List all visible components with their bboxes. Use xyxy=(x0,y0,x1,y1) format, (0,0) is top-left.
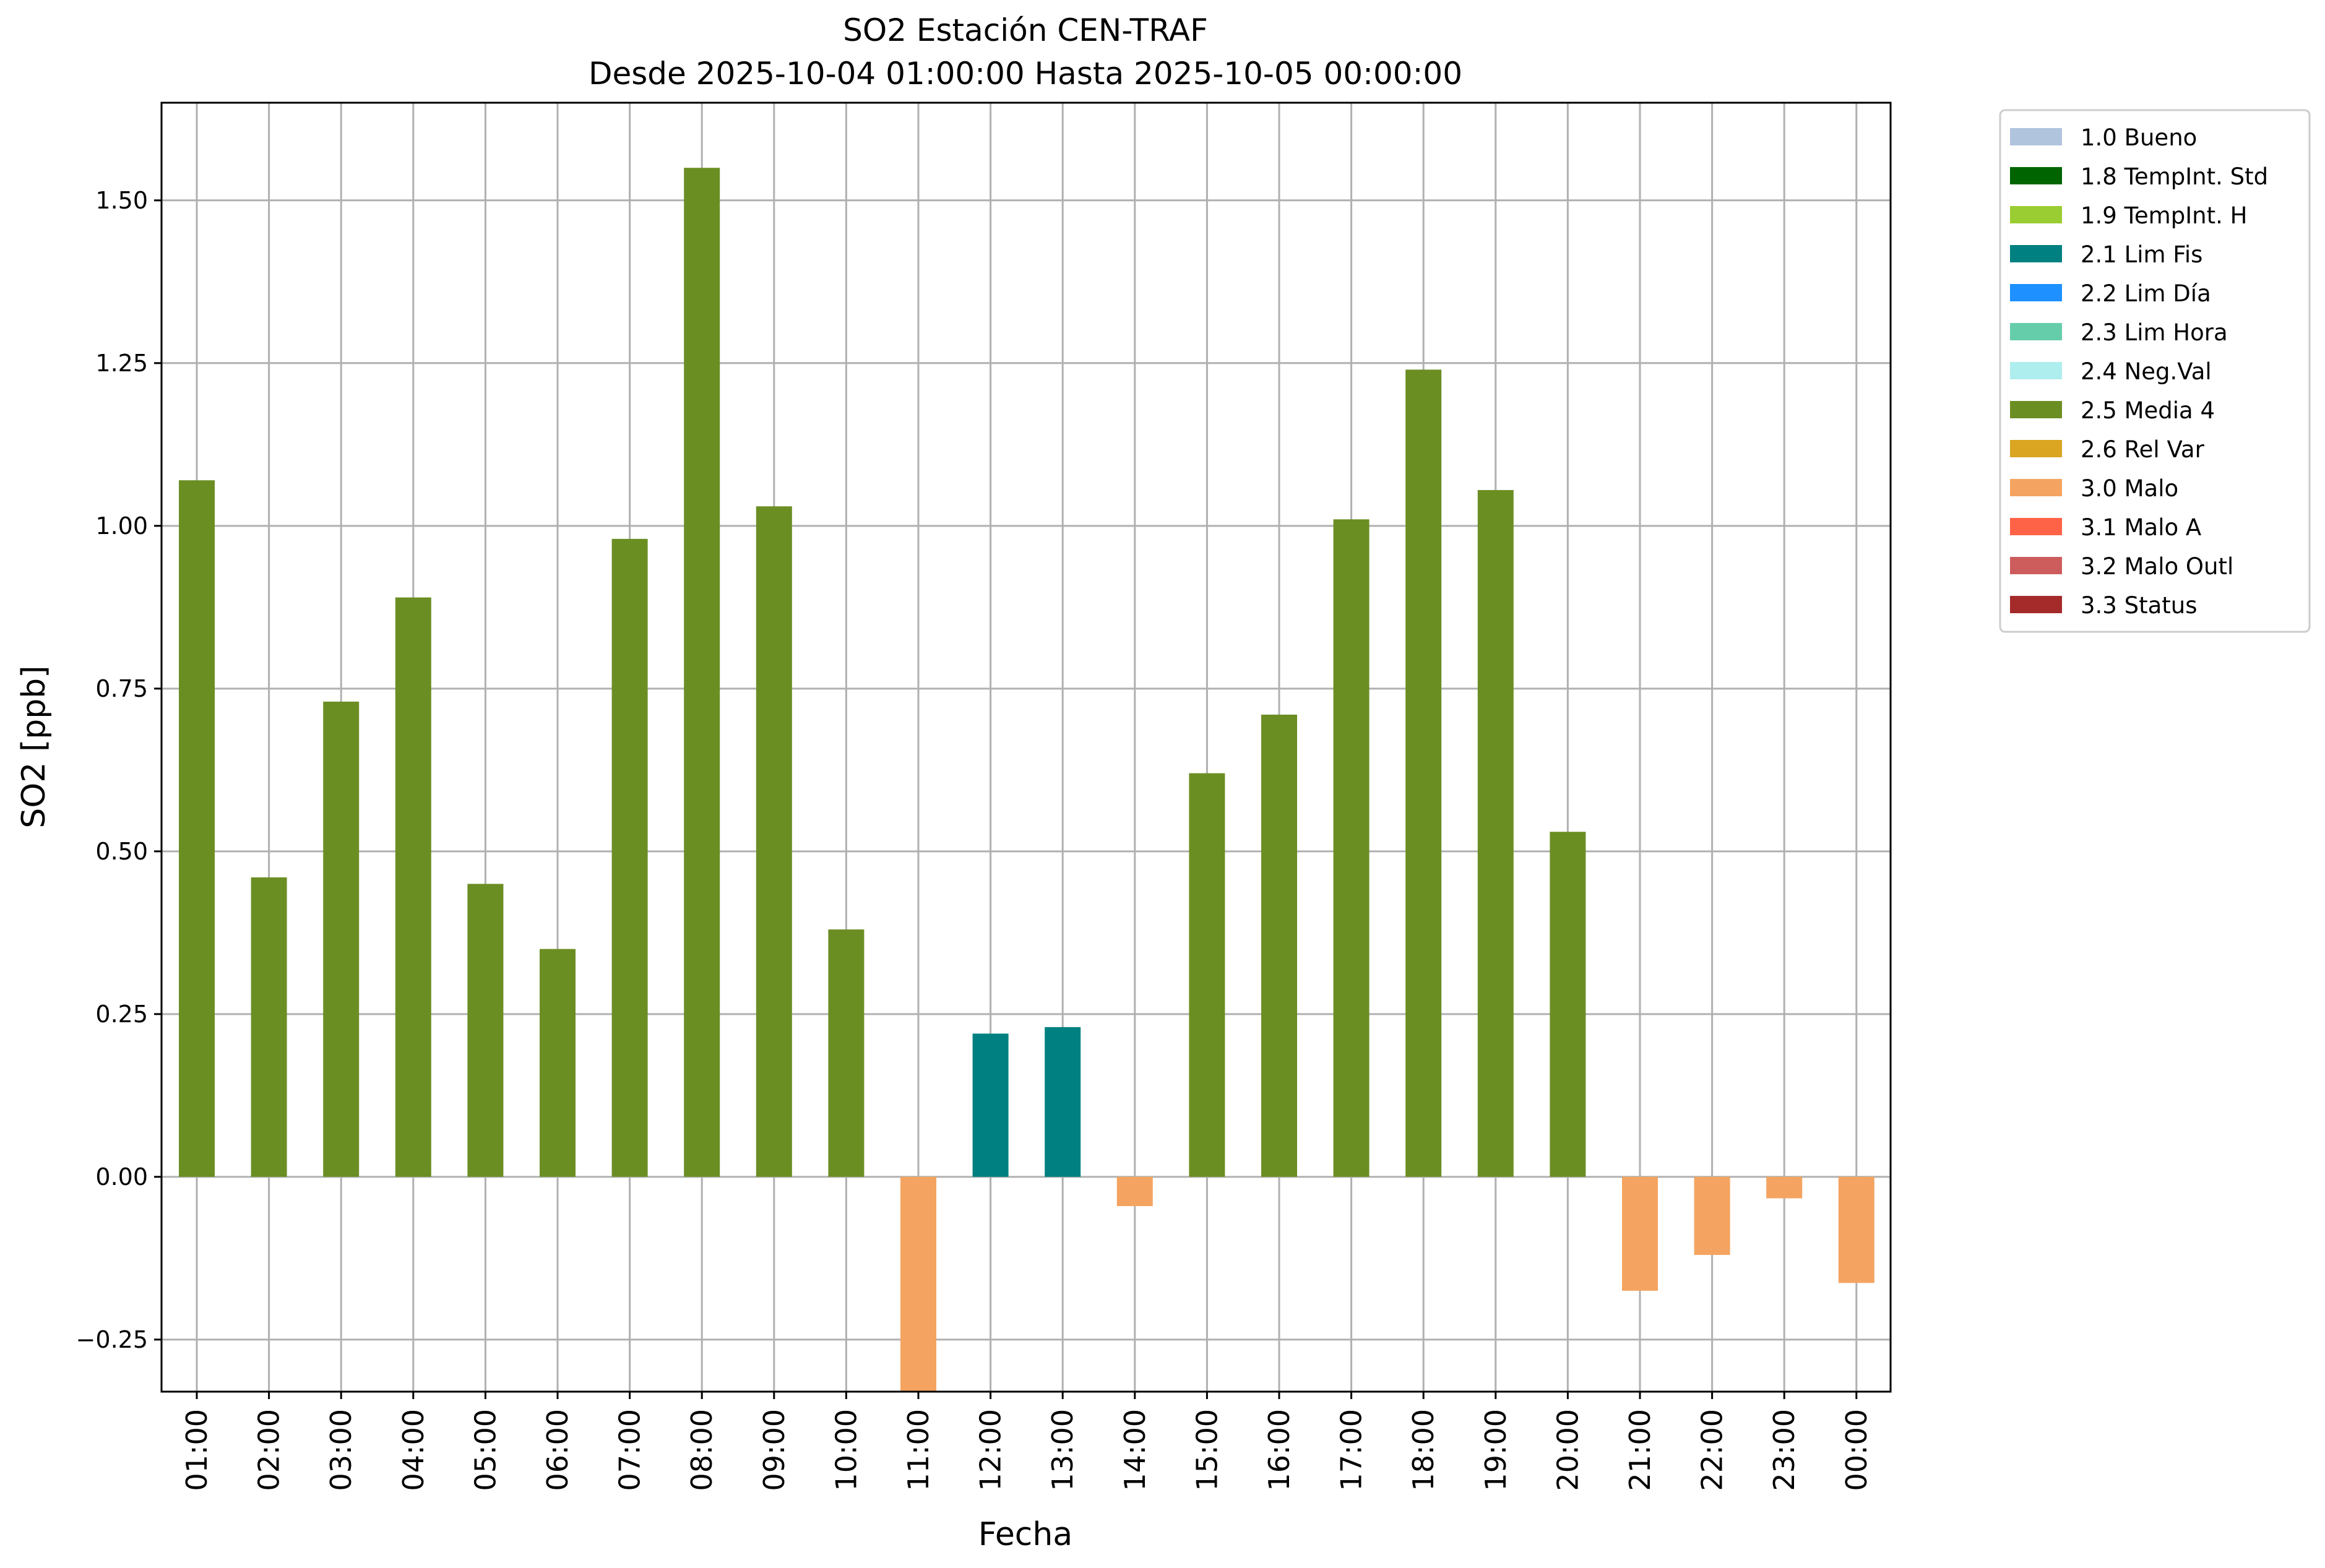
bar xyxy=(828,929,865,1177)
x-axis-label: Fecha xyxy=(978,1516,1072,1553)
y-axis-label: SO2 [ppb] xyxy=(15,665,53,828)
y-tick-label: 1.50 xyxy=(95,187,148,214)
bar xyxy=(1550,832,1586,1177)
y-tick-label: −0.25 xyxy=(76,1326,148,1353)
legend-label: 1.9 TempInt. H xyxy=(2081,202,2247,229)
bar xyxy=(395,597,431,1177)
bar xyxy=(1045,1027,1081,1177)
legend-swatch xyxy=(2010,596,2062,613)
x-tick-label: 08:00 xyxy=(685,1409,718,1491)
x-tick-label: 14:00 xyxy=(1118,1409,1152,1491)
bar xyxy=(1477,489,1514,1177)
legend: 1.0 Bueno 1.8 TempInt. Std 1.9 TempInt. H 2… xyxy=(1999,109,2311,633)
legend-swatch xyxy=(2010,401,2062,418)
y-tick-label: 0.75 xyxy=(95,675,148,702)
bar xyxy=(1766,1176,1803,1199)
x-tick-label: 17:00 xyxy=(1335,1409,1368,1491)
legend-label: 3.3 Status xyxy=(2081,592,2198,619)
x-tick-label: 11:00 xyxy=(902,1409,935,1491)
bar xyxy=(684,168,720,1177)
x-tick-label: 00:00 xyxy=(1840,1409,1873,1491)
bar xyxy=(756,506,792,1177)
bar xyxy=(1333,519,1370,1177)
legend-swatch xyxy=(2010,518,2062,535)
x-tick-label: 09:00 xyxy=(757,1409,791,1491)
bar xyxy=(1838,1176,1874,1283)
x-tick-label: 23:00 xyxy=(1767,1409,1801,1491)
legend-swatch xyxy=(2010,557,2062,574)
x-tick-label: 15:00 xyxy=(1190,1409,1223,1491)
x-tick-label: 05:00 xyxy=(468,1409,502,1491)
legend-frame xyxy=(1999,109,2311,633)
legend-label: 3.1 Malo A xyxy=(2081,514,2201,541)
y-tick-label: 1.00 xyxy=(95,512,148,540)
bar xyxy=(1116,1176,1153,1207)
x-tick-label: 13:00 xyxy=(1046,1409,1079,1491)
legend-swatch xyxy=(2010,323,2062,340)
legend-label: 2.6 Rel Var xyxy=(2081,436,2205,463)
chart-title: SO2 Estación CEN-TRAF xyxy=(843,12,1208,48)
legend-swatch xyxy=(2010,245,2062,262)
bar xyxy=(179,480,215,1177)
x-tick-label: 18:00 xyxy=(1407,1409,1440,1491)
legend-swatch xyxy=(2010,128,2062,145)
x-tick-label: 12:00 xyxy=(974,1409,1007,1491)
bar xyxy=(323,701,360,1177)
y-axis: −0.25 0.00 0.25 0.50 0.75 1.00 1.25 1.50 xyxy=(76,187,162,1353)
legend-swatch xyxy=(2010,440,2062,457)
x-tick-label: 04:00 xyxy=(397,1409,430,1491)
legend-swatch xyxy=(2010,362,2062,379)
legend-label: 2.1 Lim Fis xyxy=(2081,241,2202,268)
legend-label: 3.0 Malo xyxy=(2081,475,2178,502)
y-tick-label: 0.50 xyxy=(95,838,148,865)
x-axis: 01:00 02:00 03:00 04:00 05:00 06:00 07:00 08:00… xyxy=(180,1392,1873,1491)
legend-label: 2.4 Neg.Val xyxy=(2081,358,2212,385)
x-tick-label: 06:00 xyxy=(541,1409,574,1491)
y-tick-label: 0.00 xyxy=(95,1163,148,1191)
x-tick-label: 01:00 xyxy=(180,1409,214,1491)
bar xyxy=(611,538,648,1177)
x-tick-label: 16:00 xyxy=(1262,1409,1296,1491)
legend-label: 3.2 Malo Outl xyxy=(2081,553,2233,580)
legend-swatch xyxy=(2010,284,2062,301)
x-tick-label: 02:00 xyxy=(252,1409,286,1491)
x-tick-label: 07:00 xyxy=(613,1409,647,1491)
x-tick-label: 03:00 xyxy=(324,1409,358,1491)
x-tick-label: 19:00 xyxy=(1479,1409,1512,1491)
bar xyxy=(972,1033,1009,1177)
chart-subtitle: Desde 2025-10-04 01:00:00 Hasta 2025-10-… xyxy=(589,56,1462,92)
legend-swatch xyxy=(2010,167,2062,184)
legend-label: 1.0 Bueno xyxy=(2081,124,2197,151)
bar xyxy=(1405,369,1442,1177)
bar xyxy=(251,877,287,1177)
legend-swatch xyxy=(2010,206,2062,223)
bar xyxy=(1189,773,1225,1177)
legend-label: 1.8 TempInt. Std xyxy=(2081,163,2268,190)
x-tick-label: 10:00 xyxy=(829,1409,863,1491)
bars xyxy=(179,168,1874,1392)
legend-label: 2.5 Media 4 xyxy=(2081,397,2215,424)
bar xyxy=(1261,714,1297,1177)
bar xyxy=(900,1176,936,1392)
legend-label: 2.2 Lim Día xyxy=(2081,280,2211,307)
plot-frame xyxy=(160,101,1892,1393)
bar xyxy=(467,884,504,1177)
bar xyxy=(1694,1176,1730,1256)
y-tick-label: 1.25 xyxy=(95,350,148,377)
x-tick-label: 20:00 xyxy=(1551,1409,1584,1491)
legend-swatch xyxy=(2010,479,2062,496)
y-tick-label: 0.25 xyxy=(95,1001,148,1028)
x-tick-label: 21:00 xyxy=(1623,1409,1657,1491)
bar xyxy=(540,949,576,1177)
bar xyxy=(1622,1176,1658,1291)
legend-label: 2.3 Lim Hora xyxy=(2081,319,2228,346)
x-tick-label: 22:00 xyxy=(1696,1409,1729,1491)
